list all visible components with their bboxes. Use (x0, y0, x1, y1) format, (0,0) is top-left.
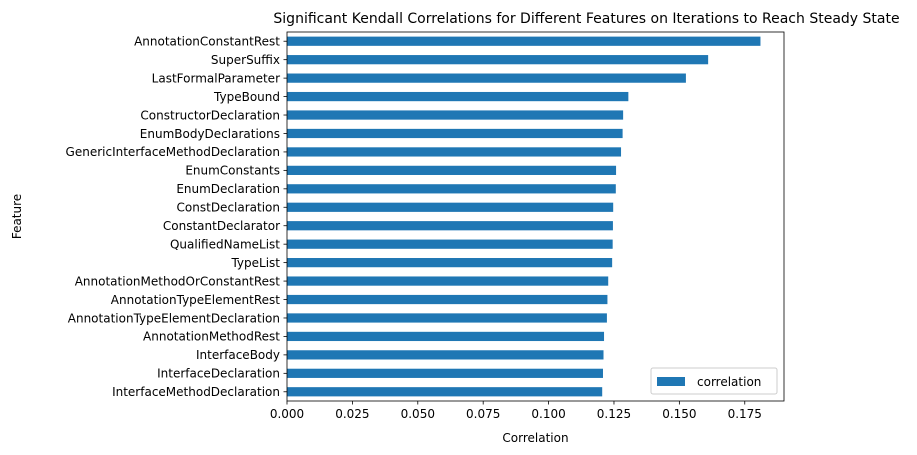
y-tick-label: GenericInterfaceMethodDeclaration (66, 145, 280, 159)
x-tick-label: 0.050 (401, 407, 435, 421)
bar (287, 55, 709, 65)
x-tick-label: 0.175 (728, 407, 762, 421)
y-axis-label: Feature (10, 194, 24, 239)
chart-title: Significant Kendall Correlations for Dif… (273, 11, 899, 27)
y-tick-label: InterfaceDeclaration (157, 367, 280, 381)
x-tick-label: 0.075 (466, 407, 500, 421)
bar (287, 258, 613, 268)
y-tick-label: InterfaceBody (196, 348, 280, 362)
y-tick-label: AnnotationConstantRest (134, 35, 280, 49)
bar (287, 91, 629, 102)
y-tick-label: AnnotationTypeElementDeclaration (68, 311, 280, 325)
y-tick-label: QualifiedNameList (170, 237, 280, 251)
x-tick-label: 0.125 (597, 407, 631, 421)
y-tick-label: EnumBodyDeclarations (140, 127, 280, 141)
bar (287, 276, 609, 286)
bar (287, 239, 613, 249)
bar (287, 313, 607, 323)
bars (287, 36, 761, 397)
y-tick-label: EnumConstants (185, 164, 280, 178)
y-tick-label: AnnotationMethodRest (143, 330, 280, 344)
y-tick-label: InterfaceMethodDeclaration (112, 385, 280, 399)
y-tick-label: ConstDeclaration (177, 201, 280, 215)
bar (287, 128, 623, 139)
bar (287, 165, 617, 175)
x-tick-label: 0.150 (662, 407, 696, 421)
bar (287, 294, 608, 305)
x-axis-label: Correlation (502, 431, 568, 445)
bar (287, 184, 616, 194)
bar (287, 110, 624, 120)
y-tick-label: TypeBound (213, 90, 280, 104)
bar (287, 36, 761, 46)
bar (287, 147, 622, 157)
x-tick-label: 0.000 (270, 407, 304, 421)
bar (287, 73, 686, 83)
y-tick-label: TypeList (230, 256, 280, 270)
plot-frame (286, 31, 785, 402)
y-tick-label: LastFormalParameter (152, 71, 280, 85)
bar (287, 221, 613, 231)
y-tick-label: EnumDeclaration (176, 182, 280, 196)
bar (287, 331, 605, 342)
bar (287, 202, 614, 212)
y-tick-labels: AnnotationConstantRest SuperSuffix LastFor… (66, 35, 287, 399)
legend: correlation (650, 367, 778, 395)
legend-label: correlation (697, 375, 761, 389)
bar (287, 387, 603, 397)
y-tick-label: ConstantDeclarator (163, 219, 280, 233)
y-tick-label: AnnotationTypeElementRest (111, 293, 280, 307)
y-tick-label: SuperSuffix (211, 53, 280, 67)
x-tick-label: 0.025 (335, 407, 369, 421)
x-ticks: 0.000 0.025 0.050 0.075 0.100 0.125 0.150 0.175 (270, 401, 762, 421)
y-tick-label: AnnotationMethodOrConstantRest (75, 274, 281, 288)
legend-box (650, 367, 778, 395)
legend-swatch (657, 377, 685, 386)
bar (287, 368, 603, 378)
y-tick-label: ConstructorDeclaration (140, 108, 280, 122)
bar (287, 350, 604, 360)
x-tick-label: 0.100 (531, 407, 565, 421)
